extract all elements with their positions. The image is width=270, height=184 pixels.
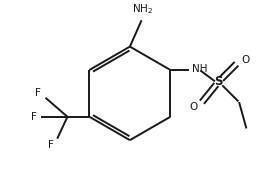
Text: F: F xyxy=(31,112,37,122)
Text: F: F xyxy=(35,88,41,98)
Text: NH: NH xyxy=(192,64,208,74)
Text: F: F xyxy=(48,139,54,150)
Text: S: S xyxy=(214,75,223,88)
Text: O: O xyxy=(189,102,197,112)
Text: NH$_2$: NH$_2$ xyxy=(133,2,154,16)
Text: O: O xyxy=(241,55,249,65)
